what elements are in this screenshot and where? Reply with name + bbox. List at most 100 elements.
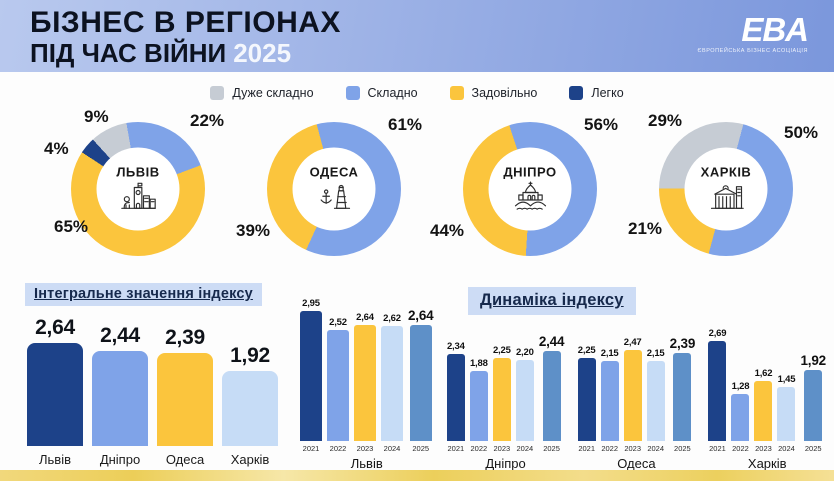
donut-percent-label: 21%: [628, 219, 663, 238]
bar-value-label: 2,44: [538, 334, 565, 349]
header: БІЗНЕС В РЕГІОНАХ ПІД ЧАС ВІЙНИ 2025 EBA …: [0, 0, 834, 72]
mini-bar-column: 2,95 2021: [300, 298, 322, 453]
legend-item: Легко: [569, 86, 624, 100]
bar-category-label: Дніпро: [99, 452, 141, 467]
donut-percent-label: 56%: [584, 115, 619, 134]
donut-percent-label: 29%: [648, 111, 683, 130]
bar-value-label: 2,64: [35, 316, 75, 339]
mini-bar-column: 1,92 2025: [800, 353, 826, 453]
legend-label: Складно: [367, 86, 418, 100]
donut-city-name: ЛЬВІВ: [116, 164, 160, 179]
bar: [623, 350, 642, 441]
integral-bar-column: 2,39 Одеса: [157, 326, 213, 467]
donut-percent-label: 39%: [236, 221, 271, 240]
bar-value-label: 2,47: [623, 337, 642, 348]
mini-chart-plot: 2,25 2021 2,15 2022 2,47 2023 2,15 2024 2,39 2025: [577, 336, 696, 453]
bar: [222, 371, 278, 446]
mini-chart-city-label: Харків: [747, 456, 787, 471]
bar-value-label: 1,92: [230, 344, 270, 367]
bar-value-label: 1,92: [800, 353, 826, 368]
donut-chart-kharkiv: ХАРКІВ 50% 21% 29%: [628, 111, 824, 263]
donut-center: ЛЬВІВ: [96, 147, 180, 231]
mini-chart-plot: 2,34 2021 1,88 2022 2,25 2023 2,20 2024 2,44 2025: [446, 334, 565, 453]
donut-percent-label: 9%: [84, 107, 109, 126]
mini-bar-column: 2,25 2023: [492, 345, 511, 453]
donut-center: ОДЕСА: [292, 147, 376, 231]
bar-year-label: 2024: [647, 444, 664, 453]
dynamics-chart-Дніпро: 2,34 2021 1,88 2022 2,25 2023 2,20 2024 2,44 2025…: [446, 334, 565, 471]
bar-value-label: 2,44: [100, 324, 140, 347]
year-badge: 2025: [233, 38, 292, 69]
bar: [354, 325, 376, 441]
mini-bar-column: 2,15 2022: [600, 348, 619, 453]
bar-year-label: 2022: [732, 444, 749, 453]
mini-bar-column: 2,15 2024: [646, 348, 665, 453]
mini-chart-city-label: Дніпро: [485, 456, 526, 471]
donut-city-name: ХАРКІВ: [700, 164, 752, 179]
bar-value-label: 2,39: [669, 336, 696, 351]
subtitle-text: ПІД ЧАС ВІЙНИ: [30, 38, 227, 69]
bar: [673, 353, 692, 441]
page-subtitle: ПІД ЧАС ВІЙНИ 2025: [30, 38, 341, 69]
bar-value-label: 2,95: [302, 298, 320, 309]
bar: [157, 353, 213, 446]
bar-year-label: 2021: [709, 444, 726, 453]
donut-ring: ЛЬВІВ: [71, 122, 205, 256]
bar-value-label: 1,45: [777, 374, 796, 385]
dnipro-cathedral-bridge-icon: [510, 180, 550, 214]
donut-percent-label: 22%: [190, 111, 225, 130]
bar-value-label: 2,15: [646, 348, 665, 359]
donut-center: ДНІПРО: [488, 147, 572, 231]
bar-category-label: Харків: [230, 452, 270, 467]
integral-section-title: Інтегральне значення індексу: [25, 283, 262, 306]
bar: [731, 394, 750, 441]
odesa-lighthouse-anchor-icon: [314, 180, 354, 214]
bar-value-label: 2,15: [600, 348, 619, 359]
donut-ring: ДНІПРО: [463, 122, 597, 256]
donut-percent-label: 61%: [388, 115, 423, 134]
dynamics-charts-row: 2,95 2021 2,52 2022 2,64 2023 2,62 2024 2,64 2025…: [300, 298, 826, 471]
legend-label: Задовільно: [471, 86, 538, 100]
bar: [27, 343, 83, 446]
bar-value-label: 2,39: [165, 326, 205, 349]
mini-chart-plot: 2,95 2021 2,52 2022 2,64 2023 2,62 2024 2,64 2025: [300, 298, 434, 453]
mini-bar-column: 1,62 2023: [754, 368, 773, 453]
bar: [515, 360, 534, 441]
title-block: БІЗНЕС В РЕГІОНАХ ПІД ЧАС ВІЙНИ 2025: [30, 7, 341, 72]
bar: [92, 351, 148, 446]
legend: Дуже складно Складно Задовільно Легко: [0, 86, 834, 100]
integral-bar-column: 1,92 Харків: [222, 344, 278, 467]
bar-year-label: 2021: [578, 444, 595, 453]
dynamics-chart-Харків: 2,69 2021 1,28 2022 1,62 2023 1,45 2024 1,92 2025…: [708, 328, 826, 471]
bar-year-label: 2022: [329, 444, 347, 453]
eba-logo-subtext: Європейська Бізнес Асоціація: [697, 48, 808, 54]
mini-chart-city-label: Львів: [350, 456, 383, 471]
bar-year-label: 2024: [383, 444, 401, 453]
mini-bar-column: 2,64 2023: [354, 312, 376, 453]
donut-ring: ОДЕСА: [267, 122, 401, 256]
bar-value-label: 2,34: [446, 341, 465, 352]
legend-swatch: [569, 86, 584, 100]
integral-bar-chart: 2,64 Львів 2,44 Дніпро 2,39 Одеса 1,92 Харків: [27, 316, 278, 467]
donut-charts-row: ЛЬВІВ 22% 65% 4% 9% ОДЕСА 61% 39% ДНІПРО 56% 44% ХА…: [40, 107, 824, 263]
mini-chart-plot: 2,69 2021 1,28 2022 1,62 2023 1,45 2024 1,92 2025: [708, 328, 826, 453]
bar: [469, 371, 488, 441]
bar-value-label: 2,20: [515, 347, 534, 358]
bar-year-label: 2021: [302, 444, 320, 453]
integral-bar-column: 2,44 Дніпро: [92, 324, 148, 467]
mini-bar-column: 2,62 2024: [381, 313, 403, 453]
bar-value-label: 2,25: [492, 345, 511, 356]
mini-chart-city-label: Одеса: [617, 456, 656, 471]
bar: [327, 330, 349, 441]
mini-bar-column: 2,64 2025: [408, 308, 434, 453]
mini-bar-column: 2,47 2023: [623, 337, 642, 453]
donut-ring: ХАРКІВ: [659, 122, 793, 256]
bar-year-label: 2021: [447, 444, 465, 453]
bar: [381, 326, 403, 441]
bar: [492, 358, 511, 441]
bar-year-label: 2024: [516, 444, 534, 453]
donut-percent-label: 50%: [784, 123, 819, 142]
bar-year-label: 2023: [356, 444, 374, 453]
bar-year-label: 2023: [624, 444, 641, 453]
